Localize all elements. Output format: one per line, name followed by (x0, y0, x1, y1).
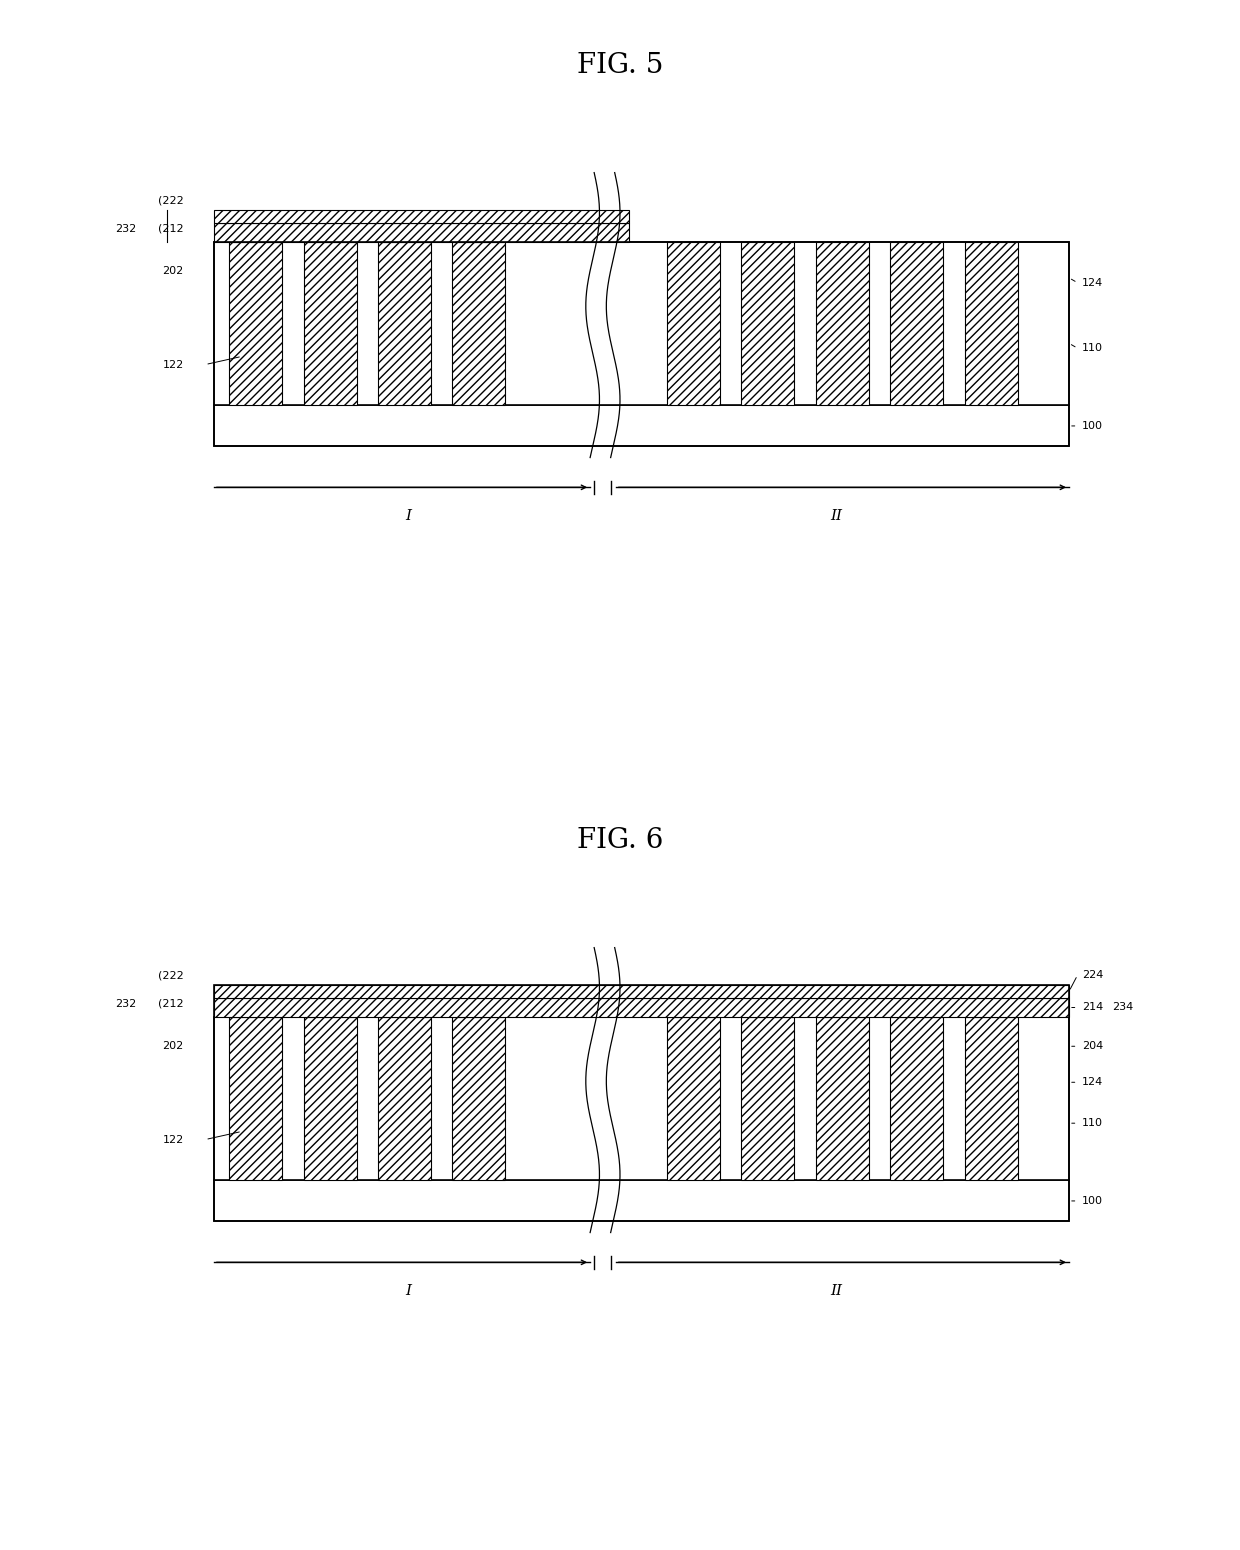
Text: (212: (212 (159, 998, 184, 1009)
Text: II: II (830, 508, 842, 522)
Text: (222: (222 (159, 195, 184, 205)
Bar (965, 242, 1018, 406)
Text: 110: 110 (1081, 343, 1102, 353)
Bar (213, 984, 1069, 1221)
Bar (816, 242, 869, 406)
Text: 100: 100 (1081, 1197, 1102, 1206)
Bar (213, 1181, 1069, 1221)
Text: 232: 232 (115, 223, 136, 234)
Text: 124: 124 (1081, 277, 1104, 288)
Bar (213, 242, 1069, 446)
Bar (890, 242, 944, 406)
Bar (378, 1017, 432, 1181)
Text: 100: 100 (1081, 422, 1102, 431)
Text: 202: 202 (162, 267, 184, 276)
Text: 122: 122 (162, 360, 184, 369)
Text: FIG. 5: FIG. 5 (577, 53, 663, 79)
Text: 122: 122 (162, 1135, 184, 1144)
Bar (453, 242, 506, 406)
Text: 110: 110 (1081, 1118, 1102, 1128)
Bar (890, 1017, 944, 1181)
Bar (304, 242, 357, 406)
Bar (667, 1017, 720, 1181)
Bar (229, 1017, 283, 1181)
Bar (304, 1017, 357, 1181)
Bar (213, 242, 1069, 406)
Bar (816, 1017, 869, 1181)
Bar (229, 242, 283, 406)
Bar (453, 1017, 506, 1181)
Bar (378, 242, 432, 406)
Text: II: II (830, 1283, 842, 1297)
Text: (212: (212 (159, 223, 184, 234)
Bar (213, 984, 1069, 998)
Text: (222: (222 (159, 970, 184, 980)
Bar (742, 1017, 795, 1181)
Text: I: I (405, 508, 412, 522)
Text: I: I (405, 1283, 412, 1297)
Text: 232: 232 (115, 998, 136, 1009)
Text: 224: 224 (1081, 970, 1104, 980)
Text: 234: 234 (1112, 1003, 1133, 1012)
Text: 202: 202 (162, 1042, 184, 1051)
Text: 214: 214 (1081, 1003, 1104, 1012)
Bar (213, 209, 629, 223)
Bar (213, 1017, 1069, 1181)
Bar (965, 1017, 1018, 1181)
Bar (213, 223, 629, 242)
Text: 124: 124 (1081, 1077, 1104, 1087)
Text: FIG. 6: FIG. 6 (577, 828, 663, 854)
Bar (213, 406, 1069, 446)
Text: 204: 204 (1081, 1042, 1104, 1051)
Bar (667, 242, 720, 406)
Bar (213, 998, 1069, 1017)
Bar (742, 242, 795, 406)
